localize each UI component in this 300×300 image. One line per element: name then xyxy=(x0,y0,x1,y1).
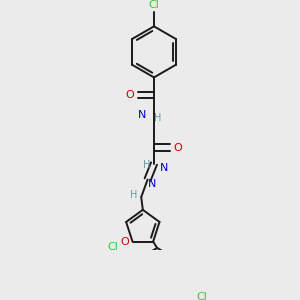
Text: H: H xyxy=(142,160,150,170)
Text: N: N xyxy=(138,110,146,120)
Text: O: O xyxy=(120,237,129,247)
Text: H: H xyxy=(154,113,162,123)
Text: N: N xyxy=(147,178,156,188)
Text: O: O xyxy=(173,142,182,153)
Text: N: N xyxy=(160,163,169,172)
Text: O: O xyxy=(126,90,134,100)
Text: H: H xyxy=(130,190,137,200)
Text: Cl: Cl xyxy=(148,0,159,10)
Text: Cl: Cl xyxy=(107,242,118,252)
Text: Cl: Cl xyxy=(196,292,207,300)
